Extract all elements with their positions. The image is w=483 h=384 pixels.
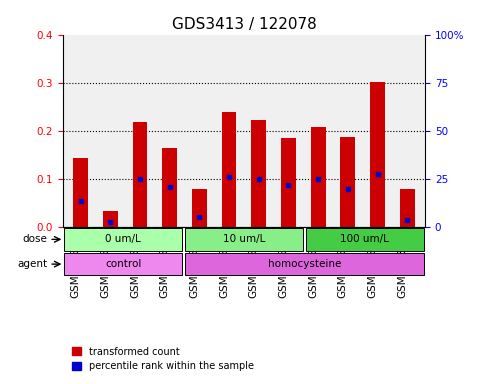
Bar bbox=[162, 147, 177, 227]
Bar bbox=[251, 120, 266, 227]
Bar bbox=[73, 158, 88, 227]
FancyBboxPatch shape bbox=[64, 253, 182, 275]
Text: homocysteine: homocysteine bbox=[268, 259, 341, 269]
Bar bbox=[370, 82, 385, 227]
Legend: transformed count, percentile rank within the sample: transformed count, percentile rank withi… bbox=[68, 343, 258, 375]
Title: GDS3413 / 122078: GDS3413 / 122078 bbox=[171, 17, 316, 32]
Bar bbox=[341, 137, 355, 227]
Bar bbox=[311, 127, 326, 227]
Bar bbox=[400, 189, 414, 227]
Bar bbox=[222, 113, 237, 227]
Text: 100 um/L: 100 um/L bbox=[340, 234, 389, 244]
Text: agent: agent bbox=[17, 259, 48, 269]
Text: 10 um/L: 10 um/L bbox=[223, 234, 265, 244]
FancyBboxPatch shape bbox=[185, 228, 303, 250]
FancyBboxPatch shape bbox=[306, 228, 424, 250]
Bar bbox=[132, 122, 147, 227]
FancyBboxPatch shape bbox=[64, 228, 182, 250]
Bar bbox=[281, 137, 296, 227]
Text: 0 um/L: 0 um/L bbox=[105, 234, 141, 244]
Text: control: control bbox=[105, 259, 142, 269]
FancyBboxPatch shape bbox=[185, 253, 424, 275]
Bar bbox=[192, 189, 207, 227]
Bar bbox=[103, 211, 118, 227]
Text: dose: dose bbox=[23, 234, 48, 244]
